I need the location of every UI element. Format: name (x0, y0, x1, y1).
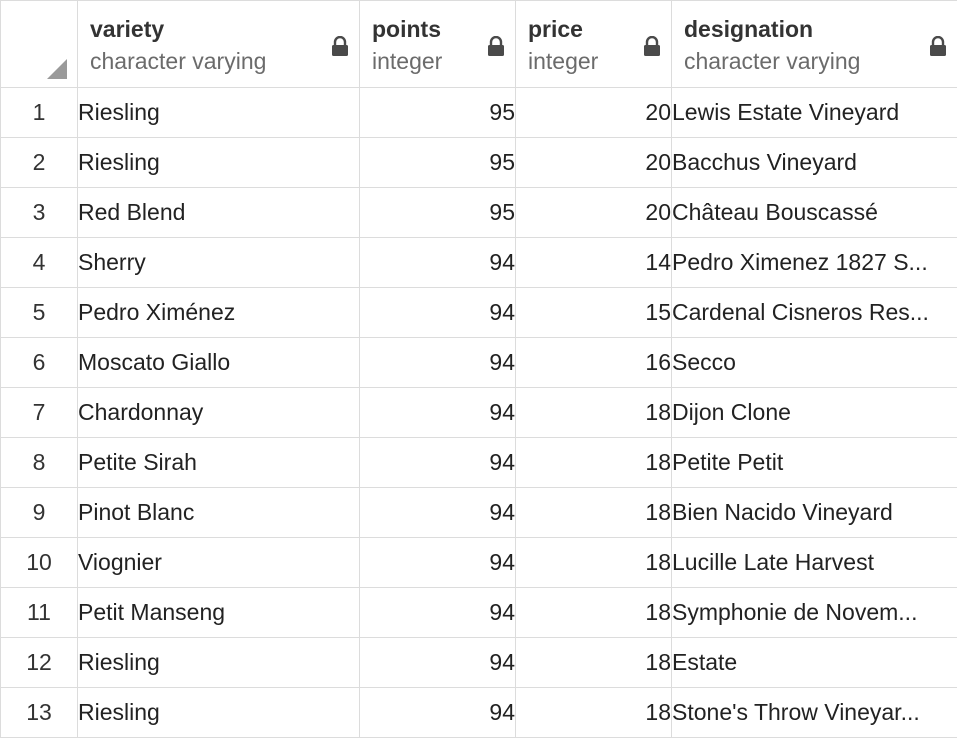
row-number[interactable]: 6 (1, 338, 78, 388)
table-row[interactable]: 13 Riesling 94 18 Stone's Throw Vineyar.… (1, 688, 957, 738)
cell-price[interactable]: 20 (516, 188, 672, 238)
cell-variety[interactable]: Viognier (78, 538, 360, 588)
cell-price[interactable]: 18 (516, 488, 672, 538)
cell-variety[interactable]: Riesling (78, 88, 360, 138)
cell-price[interactable]: 18 (516, 538, 672, 588)
cell-variety[interactable]: Petit Manseng (78, 588, 360, 638)
cell-variety[interactable]: Petite Sirah (78, 438, 360, 488)
cell-points[interactable]: 94 (360, 538, 516, 588)
cell-designation[interactable]: Secco (672, 338, 957, 388)
row-number[interactable]: 7 (1, 388, 78, 438)
cell-variety[interactable]: Moscato Giallo (78, 338, 360, 388)
cell-designation[interactable]: Dijon Clone (672, 388, 957, 438)
column-type: character varying (684, 45, 957, 77)
cell-variety[interactable]: Pinot Blanc (78, 488, 360, 538)
row-number[interactable]: 13 (1, 688, 78, 738)
column-header-variety[interactable]: variety character varying (78, 1, 360, 88)
row-number[interactable]: 5 (1, 288, 78, 338)
row-number[interactable]: 9 (1, 488, 78, 538)
lock-icon (487, 36, 505, 56)
row-number[interactable]: 8 (1, 438, 78, 488)
row-number[interactable]: 4 (1, 238, 78, 288)
column-type: character varying (90, 45, 359, 77)
select-all-corner-icon (47, 59, 67, 79)
cell-designation[interactable]: Lucille Late Harvest (672, 538, 957, 588)
cell-points[interactable]: 94 (360, 588, 516, 638)
cell-points[interactable]: 94 (360, 638, 516, 688)
cell-designation[interactable]: Stone's Throw Vineyar... (672, 688, 957, 738)
cell-designation[interactable]: Estate (672, 638, 957, 688)
column-header-points[interactable]: points integer (360, 1, 516, 88)
table-row[interactable]: 1 Riesling 95 20 Lewis Estate Vineyard (1, 88, 957, 138)
cell-price[interactable]: 18 (516, 638, 672, 688)
cell-price[interactable]: 18 (516, 588, 672, 638)
cell-points[interactable]: 94 (360, 488, 516, 538)
cell-points[interactable]: 94 (360, 338, 516, 388)
cell-designation[interactable]: Lewis Estate Vineyard (672, 88, 957, 138)
cell-variety[interactable]: Pedro Ximénez (78, 288, 360, 338)
cell-points[interactable]: 95 (360, 88, 516, 138)
row-number[interactable]: 2 (1, 138, 78, 188)
cell-price[interactable]: 16 (516, 338, 672, 388)
cell-designation[interactable]: Pedro Ximenez 1827 S... (672, 238, 957, 288)
cell-points[interactable]: 94 (360, 438, 516, 488)
select-all-corner[interactable] (1, 1, 78, 88)
cell-points[interactable]: 95 (360, 138, 516, 188)
cell-designation[interactable]: Bacchus Vineyard (672, 138, 957, 188)
cell-variety[interactable]: Riesling (78, 688, 360, 738)
cell-variety[interactable]: Riesling (78, 138, 360, 188)
table-row[interactable]: 9 Pinot Blanc 94 18 Bien Nacido Vineyard (1, 488, 957, 538)
lock-icon (929, 36, 947, 56)
table-row[interactable]: 12 Riesling 94 18 Estate (1, 638, 957, 688)
cell-points[interactable]: 94 (360, 688, 516, 738)
cell-variety[interactable]: Riesling (78, 638, 360, 688)
cell-variety[interactable]: Sherry (78, 238, 360, 288)
column-header-designation[interactable]: designation character varying (672, 1, 957, 88)
column-header-price[interactable]: price integer (516, 1, 672, 88)
cell-price[interactable]: 18 (516, 688, 672, 738)
cell-points[interactable]: 94 (360, 288, 516, 338)
table-row[interactable]: 8 Petite Sirah 94 18 Petite Petit (1, 438, 957, 488)
table-row[interactable]: 11 Petit Manseng 94 18 Symphonie de Nove… (1, 588, 957, 638)
table-row[interactable]: 5 Pedro Ximénez 94 15 Cardenal Cisneros … (1, 288, 957, 338)
table-row[interactable]: 4 Sherry 94 14 Pedro Ximenez 1827 S... (1, 238, 957, 288)
cell-price[interactable]: 20 (516, 88, 672, 138)
cell-designation[interactable]: Symphonie de Novem... (672, 588, 957, 638)
cell-points[interactable]: 94 (360, 238, 516, 288)
lock-icon (331, 36, 349, 56)
column-name: designation (684, 13, 957, 45)
row-number[interactable]: 10 (1, 538, 78, 588)
cell-price[interactable]: 20 (516, 138, 672, 188)
cell-points[interactable]: 95 (360, 188, 516, 238)
row-number[interactable]: 11 (1, 588, 78, 638)
grid-header-row: variety character varying points integer… (1, 1, 957, 88)
row-number[interactable]: 1 (1, 88, 78, 138)
cell-designation[interactable]: Petite Petit (672, 438, 957, 488)
cell-price[interactable]: 18 (516, 438, 672, 488)
table-row[interactable]: 10 Viognier 94 18 Lucille Late Harvest (1, 538, 957, 588)
row-number[interactable]: 3 (1, 188, 78, 238)
lock-icon (643, 36, 661, 56)
table-row[interactable]: 6 Moscato Giallo 94 16 Secco (1, 338, 957, 388)
cell-variety[interactable]: Chardonnay (78, 388, 360, 438)
cell-designation[interactable]: Bien Nacido Vineyard (672, 488, 957, 538)
cell-price[interactable]: 18 (516, 388, 672, 438)
column-name: variety (90, 13, 359, 45)
cell-variety[interactable]: Red Blend (78, 188, 360, 238)
cell-designation[interactable]: Château Bouscassé (672, 188, 957, 238)
row-number[interactable]: 12 (1, 638, 78, 688)
table-row[interactable]: 7 Chardonnay 94 18 Dijon Clone (1, 388, 957, 438)
cell-price[interactable]: 14 (516, 238, 672, 288)
cell-points[interactable]: 94 (360, 388, 516, 438)
cell-price[interactable]: 15 (516, 288, 672, 338)
cell-designation[interactable]: Cardenal Cisneros Res... (672, 288, 957, 338)
table-row[interactable]: 2 Riesling 95 20 Bacchus Vineyard (1, 138, 957, 188)
table-row[interactable]: 3 Red Blend 95 20 Château Bouscassé (1, 188, 957, 238)
